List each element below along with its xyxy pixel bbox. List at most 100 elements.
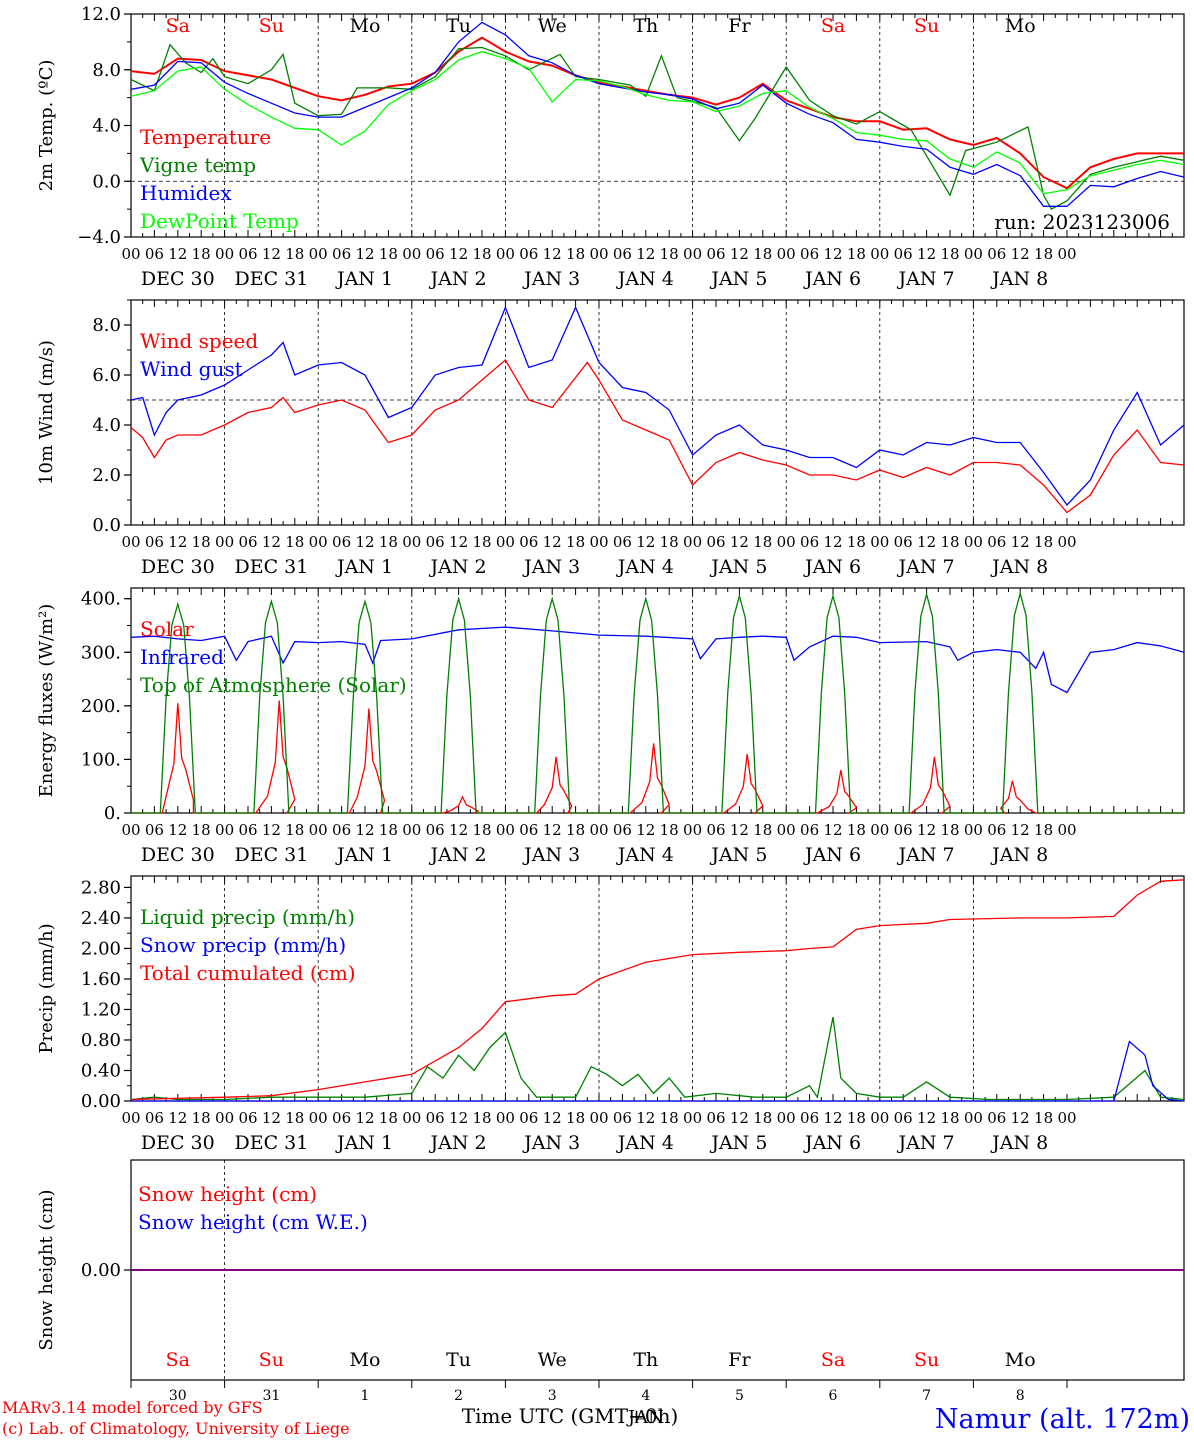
- day-number: 7: [922, 1388, 931, 1404]
- hour-label: 00: [683, 245, 702, 263]
- hour-label: 06: [238, 533, 257, 551]
- hour-label: 06: [332, 821, 351, 839]
- hour-label: 12: [449, 533, 468, 551]
- hour-label: 18: [379, 533, 398, 551]
- legend-entry: Liquid precip (mm/h): [140, 905, 355, 929]
- hour-label: 18: [753, 245, 772, 263]
- panel-temperature: [124, 13, 1185, 238]
- date-label: JAN 3: [522, 844, 580, 866]
- hour-label: 18: [472, 821, 491, 839]
- day-name: Mo: [1005, 1349, 1036, 1371]
- y-tick-label: 2.0: [92, 465, 121, 486]
- hour-label: 18: [472, 1109, 491, 1127]
- date-label: JAN 5: [709, 556, 767, 578]
- date-label: JAN 1: [335, 1132, 393, 1154]
- day-name: Mo: [350, 1349, 381, 1371]
- hour-label: 12: [823, 245, 842, 263]
- hour-label: 06: [145, 245, 164, 263]
- day-name: Tu: [446, 15, 471, 37]
- legend-entry: Temperature: [140, 125, 271, 149]
- day-name: Sa: [166, 1349, 190, 1371]
- hour-label: 00: [496, 821, 515, 839]
- legend-entry: Total cumulated (cm): [140, 961, 356, 985]
- hour-label: 18: [566, 533, 585, 551]
- day-name: Su: [259, 1349, 284, 1371]
- hour-label: 12: [262, 821, 281, 839]
- day-number: 31: [262, 1388, 280, 1404]
- hour-label: 06: [145, 821, 164, 839]
- hour-label: 00: [870, 245, 889, 263]
- date-label: DEC 31: [234, 268, 308, 290]
- run-label: run: 2023123006: [994, 210, 1170, 234]
- hour-label: 06: [426, 1109, 445, 1127]
- panel-energy: [124, 587, 1185, 814]
- hour-label: 12: [823, 1109, 842, 1127]
- hour-label: 18: [192, 245, 211, 263]
- date-label: JAN 2: [429, 1132, 487, 1154]
- hour-label: 18: [285, 245, 304, 263]
- day-name: Su: [914, 15, 939, 37]
- day-name: Fr: [728, 15, 751, 37]
- hour-label: 18: [1034, 533, 1053, 551]
- hour-label: 18: [192, 533, 211, 551]
- day-number: 5: [735, 1388, 744, 1404]
- hour-label: 00: [777, 245, 796, 263]
- day-name: Sa: [821, 1349, 845, 1371]
- day-name: We: [538, 15, 567, 37]
- hour-label: 06: [894, 1109, 913, 1127]
- hour-label: 00: [777, 1109, 796, 1127]
- day-name: Mo: [350, 15, 381, 37]
- hour-label: 00: [215, 1109, 234, 1127]
- day-number: 1: [361, 1388, 370, 1404]
- day-number: 30: [169, 1388, 187, 1404]
- date-label: JAN 4: [616, 556, 674, 578]
- y-tick-label: 0.0: [92, 515, 121, 536]
- series-line-wind-speed: [130, 359, 1185, 514]
- hour-label: 12: [449, 1109, 468, 1127]
- series-line-humidex: [130, 21, 1185, 207]
- hour-label: 00: [402, 245, 421, 263]
- hour-label: 12: [917, 533, 936, 551]
- hour-label: 00: [402, 1109, 421, 1127]
- date-label: JAN 1: [335, 268, 393, 290]
- y-tick-label: 2.80: [81, 877, 121, 898]
- hour-label: 06: [706, 1109, 725, 1127]
- credit-line: MARv3.14 model forced by GFS: [2, 1398, 263, 1417]
- x-axis-title: Time UTC (GMT+0h): [462, 1404, 679, 1428]
- y-tick-label: 8.0: [92, 315, 121, 336]
- y-axis-title: 10m Wind (m/s): [36, 340, 57, 485]
- hour-label: 12: [823, 533, 842, 551]
- hour-label: 12: [168, 245, 187, 263]
- hour-label: 12: [636, 821, 655, 839]
- date-label: DEC 31: [234, 556, 308, 578]
- hour-label: 06: [519, 1109, 538, 1127]
- hour-label: 18: [472, 245, 491, 263]
- hour-label: 00: [589, 1109, 608, 1127]
- hour-label: 06: [613, 533, 632, 551]
- hour-label: 06: [800, 533, 819, 551]
- date-label: JAN 8: [990, 556, 1048, 578]
- hour-label: 18: [753, 821, 772, 839]
- date-label: JAN 2: [429, 268, 487, 290]
- hour-label: 06: [706, 245, 725, 263]
- hour-label: 12: [355, 245, 374, 263]
- hour-label: 12: [730, 245, 749, 263]
- day-name: Th: [633, 1349, 658, 1371]
- hour-label: 18: [285, 821, 304, 839]
- hour-label: 12: [168, 1109, 187, 1127]
- hour-label: 12: [636, 533, 655, 551]
- hour-label: 06: [332, 533, 351, 551]
- date-label: JAN 4: [616, 268, 674, 290]
- day-name: Sa: [821, 15, 845, 37]
- date-label: DEC 30: [141, 1132, 215, 1154]
- y-tick-label: 0.00: [81, 1260, 121, 1281]
- date-label: JAN 6: [803, 1132, 861, 1154]
- day-name: Tu: [446, 1349, 471, 1371]
- hour-label: 18: [753, 1109, 772, 1127]
- hour-label: 00: [215, 821, 234, 839]
- hour-label: 06: [426, 245, 445, 263]
- hour-label: 00: [402, 821, 421, 839]
- hour-label: 18: [847, 245, 866, 263]
- y-tick-label: 0.: [104, 803, 121, 824]
- date-label: JAN 7: [897, 844, 955, 866]
